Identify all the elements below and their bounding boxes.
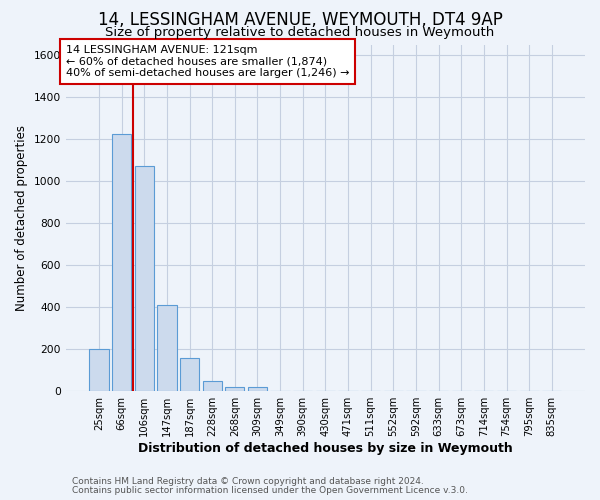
Y-axis label: Number of detached properties: Number of detached properties xyxy=(15,125,28,311)
Bar xyxy=(157,305,176,391)
Bar xyxy=(180,358,199,391)
Bar xyxy=(225,387,244,391)
X-axis label: Distribution of detached houses by size in Weymouth: Distribution of detached houses by size … xyxy=(138,442,513,455)
Text: 14 LESSINGHAM AVENUE: 121sqm
← 60% of detached houses are smaller (1,874)
40% of: 14 LESSINGHAM AVENUE: 121sqm ← 60% of de… xyxy=(66,45,349,78)
Bar xyxy=(248,387,267,391)
Text: 14, LESSINGHAM AVENUE, WEYMOUTH, DT4 9AP: 14, LESSINGHAM AVENUE, WEYMOUTH, DT4 9AP xyxy=(98,11,502,29)
Bar xyxy=(89,349,109,391)
Bar xyxy=(203,380,222,391)
Text: Contains public sector information licensed under the Open Government Licence v.: Contains public sector information licen… xyxy=(72,486,468,495)
Bar xyxy=(112,134,131,391)
Text: Size of property relative to detached houses in Weymouth: Size of property relative to detached ho… xyxy=(106,26,494,39)
Bar xyxy=(134,166,154,391)
Text: Contains HM Land Registry data © Crown copyright and database right 2024.: Contains HM Land Registry data © Crown c… xyxy=(72,477,424,486)
